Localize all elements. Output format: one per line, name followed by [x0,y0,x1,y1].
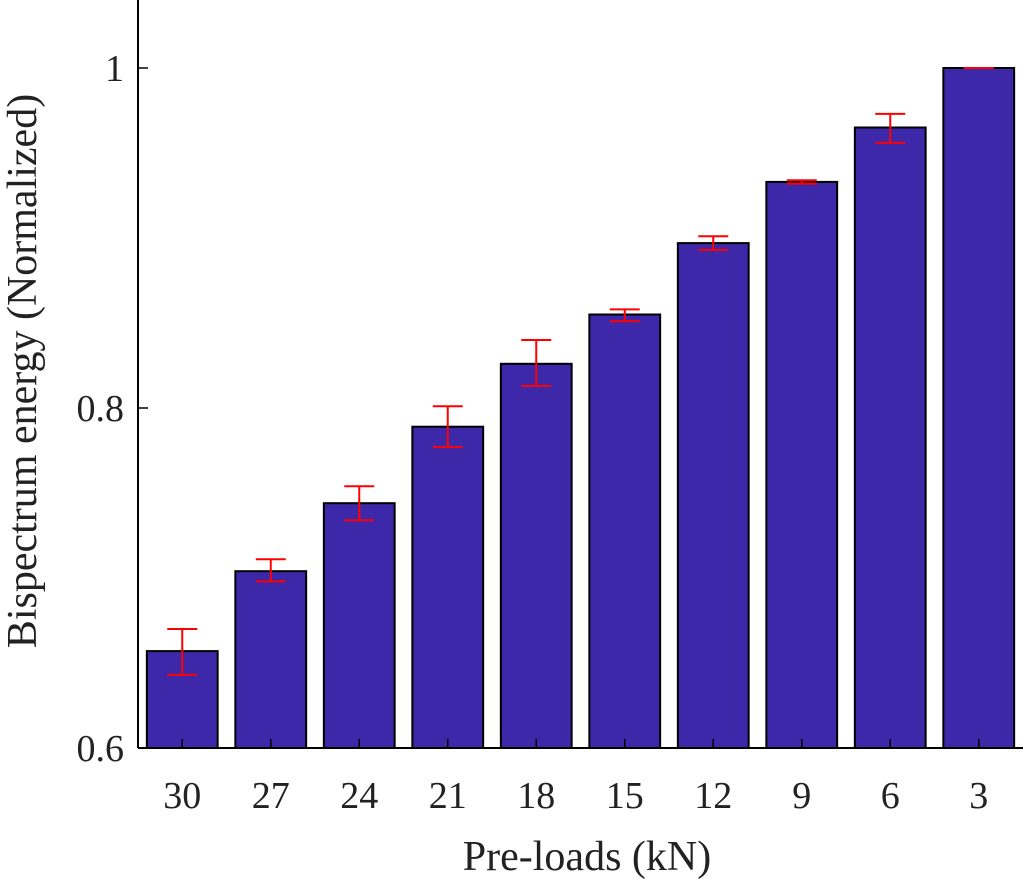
y-tick-label: 0.6 [77,728,125,770]
bar-15 [588,313,662,749]
error-bar-6 [875,112,906,144]
bar-6 [853,126,927,749]
error-bar-21 [432,405,463,449]
bar-12 [676,242,750,749]
bars-group [145,67,1016,750]
y-tick-label: 0.8 [77,388,125,430]
bar-9 [765,180,839,749]
error-bar-12 [698,235,729,251]
error-bar-9 [786,179,817,185]
x-tick-label: 12 [694,775,732,817]
bar-24 [322,502,396,750]
x-tick-label: 18 [517,775,555,817]
x-tick-label: 30 [163,775,201,817]
error-bar-24 [344,485,375,522]
error-bar-15 [609,308,640,323]
x-tick-label: 15 [606,775,644,817]
axes-group [137,0,1023,749]
x-tick-label: 3 [969,775,988,817]
x-tick-label: 27 [252,775,290,817]
x-axis-label: Pre-loads (kN) [463,834,711,880]
error-bar-30 [167,628,198,676]
x-tick-label: 24 [340,775,378,817]
bar-21 [411,425,485,749]
bar-27 [234,570,308,750]
error-bar-18 [521,339,552,387]
y-tick-label: 1 [105,48,124,90]
x-tick-label: 21 [429,775,467,817]
bar-18 [499,362,573,749]
bar-3 [942,67,1016,749]
y-axis-label: Bispectrum energy (Normalized) [0,94,46,648]
error-bars-group [167,67,994,676]
x-tick-label: 9 [792,775,811,817]
tick-labels-group: 30 27 24 21 18 15 12 9 6 3 0.6 0.8 1 [77,48,989,817]
error-bar-27 [255,558,286,583]
x-tick-label: 6 [881,775,900,817]
